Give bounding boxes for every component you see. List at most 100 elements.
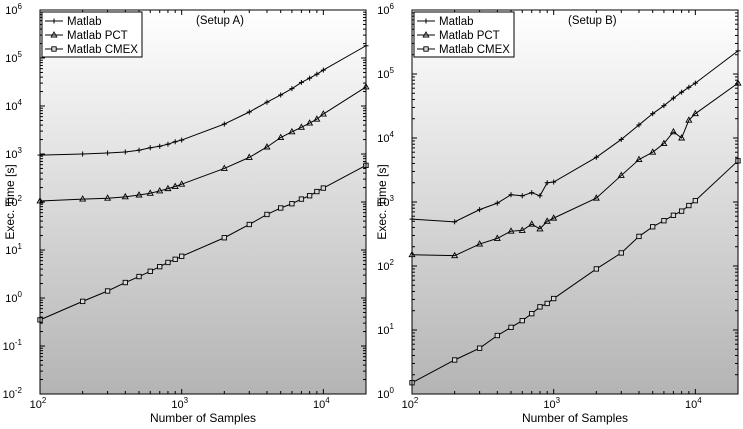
data-point [452, 357, 458, 363]
y-tick-label: 103 [377, 194, 394, 209]
data-point [121, 192, 129, 200]
series-matlab [409, 48, 741, 225]
data-point [278, 92, 284, 98]
legend-marker [50, 31, 58, 38]
data-point [692, 197, 699, 204]
x-tick-label: 104 [313, 396, 330, 411]
plot-frame [39, 9, 367, 395]
data-point [679, 89, 685, 95]
data-point [165, 141, 171, 147]
data-point [551, 295, 557, 302]
data-point [529, 311, 535, 317]
data-point [537, 193, 543, 199]
data-point [660, 139, 668, 146]
series-matlab-pct [408, 79, 742, 259]
data-point [146, 189, 154, 196]
data-point [508, 192, 514, 198]
data-point [105, 150, 111, 156]
data-point [246, 221, 252, 228]
y-tick-label: 106 [377, 2, 394, 17]
data-point [636, 233, 642, 240]
x-tick-label: 103 [171, 396, 188, 411]
data-point [104, 194, 112, 201]
x-tick-label: 102 [402, 396, 419, 411]
data-point [307, 75, 313, 81]
data-point [650, 224, 656, 230]
data-point [135, 191, 143, 198]
data-point [536, 224, 544, 232]
data-point [157, 264, 163, 270]
data-point [79, 298, 86, 305]
data-point [313, 115, 321, 122]
y-tick-label: 105 [5, 50, 22, 65]
y-tick-label: 104 [377, 130, 394, 145]
data-point [519, 193, 525, 199]
data-point [221, 121, 227, 127]
setup-annotation: (Setup B) [568, 15, 617, 27]
data-point [519, 318, 525, 324]
data-point [593, 154, 599, 160]
data-point [289, 201, 295, 207]
y-tick-label: 101 [5, 242, 22, 257]
x-axis-label: Number of Samples [150, 411, 256, 425]
data-point [264, 99, 270, 105]
data-point [220, 164, 228, 171]
data-point [544, 300, 550, 307]
data-point [617, 171, 625, 178]
y-tick-label: 102 [5, 194, 22, 209]
data-point [165, 259, 171, 266]
data-point [297, 123, 305, 130]
data-point [298, 196, 305, 202]
data-point [306, 119, 314, 126]
y-tick-label: 10-1 [3, 338, 23, 353]
legend-label: Matlab CMEX [439, 44, 510, 56]
y-tick-label: 104 [5, 98, 22, 113]
y-tick-label: 103 [5, 146, 22, 161]
y-tick-label: 100 [5, 290, 22, 305]
y-axis-label: Exec. Time [s] [3, 164, 17, 239]
data-point [298, 79, 304, 85]
chart-setup-a: 102 103 104 10-2 10-1 100 101 102 103 104 105 106 Nu… [3, 2, 370, 425]
data-point [518, 226, 526, 233]
data-point [508, 324, 514, 330]
data-point [670, 212, 677, 218]
data-point [678, 134, 686, 141]
data-point [277, 133, 285, 141]
plot-frame [411, 9, 739, 395]
data-point [320, 185, 326, 191]
data-point [172, 139, 178, 145]
data-point [494, 332, 500, 339]
data-point [171, 182, 179, 189]
data-point [79, 195, 87, 202]
data-point [288, 127, 296, 135]
legend-label: Matlab CMEX [67, 44, 138, 56]
data-point [543, 217, 551, 224]
legend-marker [51, 18, 57, 24]
y-tick-label: 102 [377, 258, 394, 273]
setup-annotation: (Setup A) [196, 15, 244, 27]
data-point [80, 151, 86, 157]
data-point [494, 200, 500, 206]
data-point [551, 179, 557, 185]
data-point [661, 218, 667, 224]
data-point [686, 202, 692, 209]
data-point [178, 180, 186, 187]
series-matlab [37, 43, 369, 158]
data-point [136, 273, 142, 280]
x-tick-label: 102 [30, 396, 47, 411]
data-point [650, 111, 656, 117]
series-line [39, 86, 367, 202]
data-point [692, 80, 698, 86]
legend-marker [51, 46, 57, 52]
data-point [544, 180, 550, 186]
data-point [156, 187, 164, 194]
data-point [263, 143, 271, 150]
data-point [529, 190, 535, 196]
data-point [314, 188, 320, 195]
y-tick-label: 105 [377, 66, 394, 81]
legend: Matlab Matlab PCT Matlab CMEX [413, 11, 515, 58]
data-point [593, 266, 599, 272]
data-point [245, 153, 253, 160]
data-point [507, 227, 515, 234]
data-point [306, 193, 313, 199]
